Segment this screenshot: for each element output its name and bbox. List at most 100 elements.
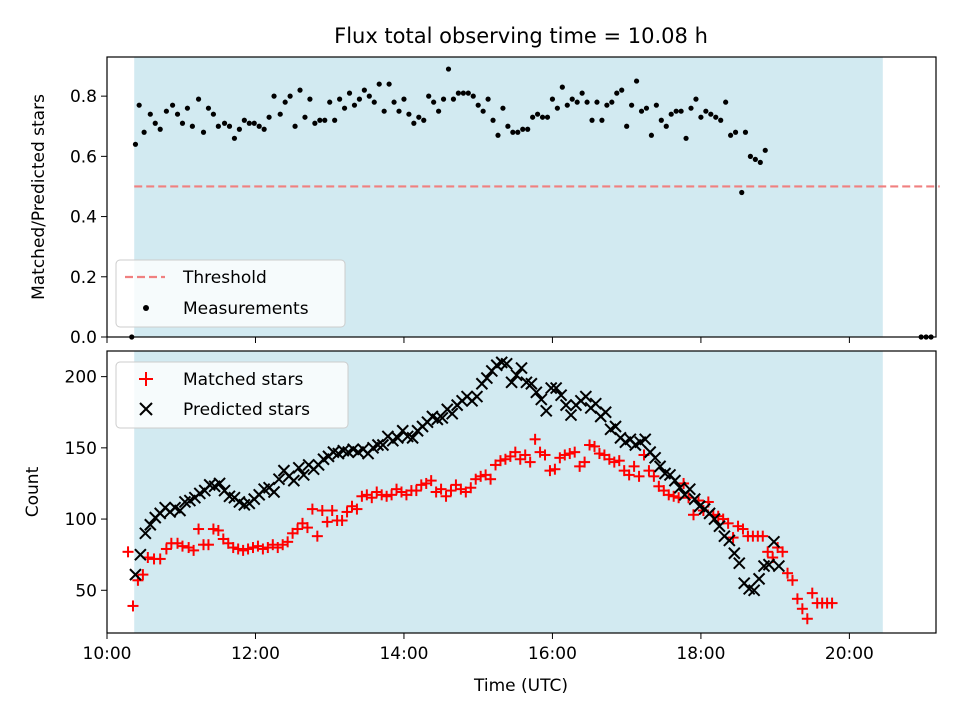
measurement-point (668, 111, 674, 117)
matched-star-point (579, 456, 591, 468)
measurement-point (594, 99, 600, 105)
measurement-point (614, 90, 620, 96)
measurement-point (163, 108, 169, 114)
bottom-y-axis-label: Count (23, 466, 43, 517)
predicted-star-point (213, 477, 226, 490)
matched-star-point (440, 490, 452, 502)
matched-star-point (584, 439, 596, 451)
measurement-point (426, 93, 432, 99)
measurement-point (480, 108, 486, 114)
measurement-point (549, 96, 556, 102)
matched-star-point (782, 567, 794, 579)
measurement-point (132, 141, 139, 147)
predicted-star-point (540, 404, 553, 418)
measurement-point (136, 102, 142, 108)
predicted-star-point (129, 568, 142, 581)
matched-star-point (777, 546, 789, 558)
measurement-point (728, 132, 734, 138)
bottom-y-ticks: 50 100 150 200 (65, 368, 107, 601)
matched-star-point (485, 473, 497, 485)
measurement-point (465, 90, 471, 96)
predicted-star-point (510, 369, 523, 382)
measurement-point (152, 120, 158, 126)
measurement-point (688, 105, 694, 111)
matched-star-point (806, 587, 818, 599)
predicted-legend-marker (139, 402, 153, 416)
matched-star-point (549, 463, 561, 475)
measurement-point (337, 96, 343, 102)
matched-star-point (613, 455, 625, 467)
measurement-point (317, 117, 323, 123)
matched-star-point (311, 530, 323, 542)
measurement-point (470, 93, 476, 99)
matched-star-point (212, 524, 224, 536)
measurement-point (277, 111, 283, 117)
bottom-legend-box (115, 361, 349, 429)
measurement-point (678, 108, 684, 114)
predicted-star-point (173, 504, 187, 517)
measurement-point (210, 111, 217, 117)
matched-star-point (475, 470, 487, 482)
matched-star-point (381, 490, 393, 502)
measurement-point (638, 108, 645, 114)
top-legend: Threshold Measurements (115, 259, 346, 328)
matched-legend-label: Matched stars (183, 370, 303, 390)
matched-star-point (796, 603, 808, 615)
matched-star-point (242, 543, 254, 555)
measurement-point (406, 111, 412, 117)
matched-star-point (232, 543, 244, 555)
measurement-point (401, 96, 407, 102)
predicted-star-point (733, 557, 746, 570)
matched-star-point (539, 449, 551, 461)
measurement-point (411, 120, 417, 126)
measurement-point (713, 114, 719, 120)
matched-star-point (801, 613, 813, 625)
matched-star-point (509, 446, 521, 458)
predicted-star-point (579, 390, 593, 403)
y-tick-label: 150 (65, 439, 97, 459)
matched-star-point (633, 470, 645, 482)
predicted-star-point (609, 420, 622, 433)
measurement-point (574, 99, 580, 105)
matched-star-point (341, 506, 353, 518)
measurement-point (742, 129, 749, 135)
measurement-point (292, 123, 298, 129)
measurement-point (485, 96, 491, 102)
predicted-star-point (525, 377, 538, 390)
measurement-point (718, 117, 724, 123)
measurement-point (629, 102, 635, 108)
measurement-point (554, 105, 560, 111)
predicted-star-point (139, 527, 152, 540)
matched-star-point (623, 469, 635, 481)
measurement-point (236, 126, 242, 132)
matched-star-point (569, 446, 581, 458)
predicted-star-point (559, 398, 573, 412)
top-legend-box (115, 259, 346, 328)
matched-star-point (737, 523, 749, 535)
y-tick-label: 0.2 (70, 268, 97, 288)
measurement-point (157, 126, 163, 132)
matched-star-point (608, 456, 620, 468)
measurement-point (604, 102, 610, 108)
measurement-point (141, 129, 147, 135)
measurement-point (703, 108, 709, 114)
matched-star-point (668, 490, 680, 502)
measurement-point (757, 159, 763, 165)
measurement-point (341, 105, 348, 111)
measurement-point (569, 96, 575, 102)
bottom-panel-frame (106, 350, 937, 634)
matched-star-point (176, 540, 188, 552)
predicted-star-point (747, 584, 761, 597)
predicted-star-point (723, 534, 736, 547)
matched-star-point (160, 543, 172, 555)
measurement-point (739, 189, 745, 196)
measurement-point (762, 147, 768, 153)
measurement-point (515, 129, 521, 135)
measurement-point (455, 90, 461, 96)
matched-star-point (301, 522, 313, 534)
measurement-point (658, 117, 664, 123)
matched-star-point (306, 503, 318, 515)
x-tick-label: 14:00 (379, 644, 428, 664)
predicted-star-point (530, 386, 543, 399)
